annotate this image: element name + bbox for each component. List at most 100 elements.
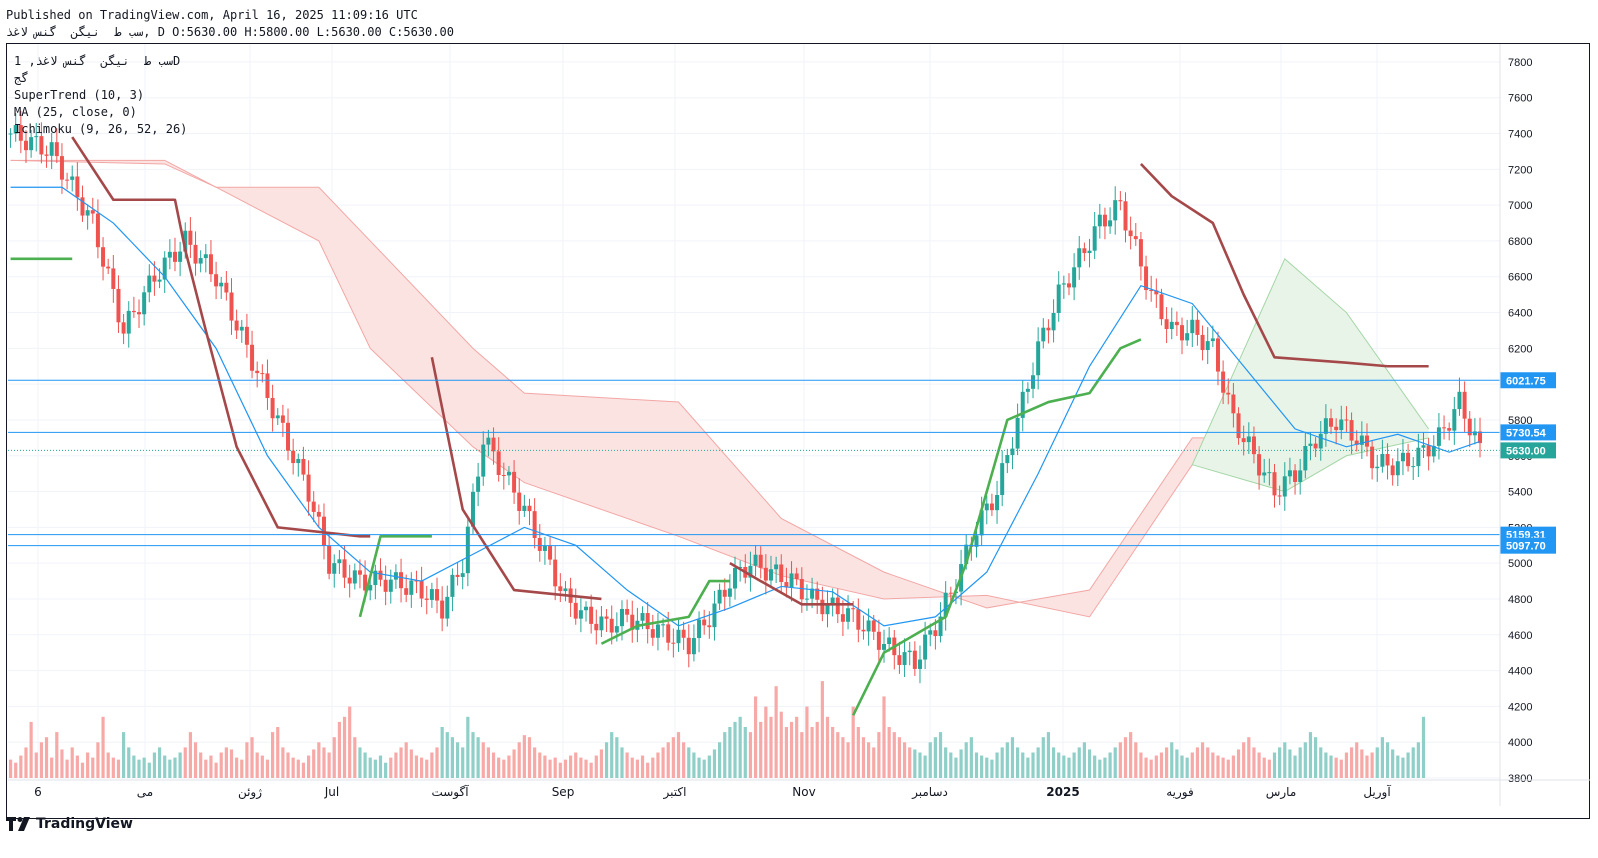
volume-bar bbox=[55, 732, 59, 778]
volume-bar bbox=[178, 752, 182, 778]
candle-body bbox=[18, 125, 23, 141]
candle-body bbox=[1334, 426, 1339, 431]
volume-bar bbox=[1278, 747, 1282, 778]
chart-area[interactable] bbox=[6, 43, 1590, 819]
legend-ichimoku[interactable]: Ichimoku (9, 26, 52, 26) bbox=[14, 122, 188, 136]
legend-ma[interactable]: MA (25, close, 0) bbox=[14, 105, 137, 119]
candle-body bbox=[250, 344, 255, 371]
volume-bar bbox=[928, 742, 932, 778]
candle-body bbox=[815, 588, 820, 600]
y-tick-label: 4400 bbox=[1508, 666, 1532, 678]
candle-body bbox=[470, 491, 475, 527]
candle-body bbox=[542, 546, 547, 551]
candle-body bbox=[116, 288, 121, 323]
volume-bar bbox=[671, 737, 675, 778]
candle-body bbox=[666, 624, 671, 643]
candle-body bbox=[491, 437, 496, 452]
candle-body bbox=[1262, 472, 1267, 476]
volume-bar bbox=[1077, 747, 1081, 778]
legend-symbol: سب ط نیگن گنس لاغذ, 1D bbox=[14, 54, 181, 68]
volume-bar bbox=[106, 752, 110, 778]
candle-body bbox=[501, 474, 506, 476]
volume-bar bbox=[363, 752, 367, 778]
volume-bar bbox=[1103, 757, 1107, 778]
volume-bar bbox=[373, 759, 377, 778]
candle-body bbox=[768, 569, 773, 581]
volume-bar bbox=[65, 759, 69, 778]
y-tick-label: 7200 bbox=[1508, 164, 1532, 176]
volume-bar bbox=[1226, 759, 1230, 778]
candle-body bbox=[820, 599, 825, 615]
candle-body bbox=[1215, 338, 1220, 372]
candle-body bbox=[368, 585, 373, 591]
candle-body bbox=[373, 570, 378, 586]
candle-body bbox=[142, 292, 147, 315]
candle-body bbox=[1226, 392, 1231, 395]
candle-body bbox=[938, 616, 943, 637]
supertrend-line bbox=[71, 136, 371, 538]
candle-body bbox=[887, 637, 892, 645]
tradingview-logo[interactable]: TradingView bbox=[6, 816, 133, 832]
volume-bar bbox=[29, 721, 33, 778]
candle-body bbox=[1436, 427, 1441, 446]
volume-bar bbox=[1416, 742, 1420, 778]
volume-bar bbox=[527, 737, 532, 778]
candle-body bbox=[1442, 427, 1447, 429]
volume-bar bbox=[918, 752, 922, 778]
volume-bar bbox=[209, 755, 213, 778]
volume-bar bbox=[60, 749, 64, 778]
candle-body bbox=[506, 471, 511, 476]
candle-body bbox=[779, 564, 784, 583]
y-tick-label: 6200 bbox=[1508, 343, 1532, 355]
candle-body bbox=[357, 570, 362, 575]
candle-body bbox=[1066, 283, 1071, 288]
volume-bar bbox=[1057, 752, 1061, 778]
candle-body bbox=[594, 623, 599, 631]
price-label-bg bbox=[1500, 537, 1556, 554]
candle-body bbox=[388, 579, 393, 592]
volume-bar bbox=[933, 737, 937, 778]
candle-body bbox=[1231, 394, 1236, 414]
volume-bar bbox=[34, 752, 38, 778]
volume-bar bbox=[471, 732, 475, 778]
candle-body bbox=[1349, 420, 1354, 441]
volume-bar bbox=[538, 752, 542, 778]
volume-bar bbox=[286, 752, 290, 778]
volume-bar bbox=[75, 755, 79, 778]
candle-body bbox=[1251, 436, 1256, 455]
candle-body bbox=[1452, 409, 1457, 431]
volume-bar bbox=[1046, 732, 1051, 778]
candle-body bbox=[1036, 341, 1041, 376]
candle-body bbox=[95, 213, 100, 248]
volume-bar bbox=[1175, 749, 1179, 778]
volume-bar bbox=[116, 759, 121, 778]
candle-body bbox=[1041, 327, 1046, 342]
volume-bar bbox=[815, 721, 819, 778]
candle-body bbox=[979, 510, 984, 536]
candle-body bbox=[1097, 214, 1102, 227]
candle-body bbox=[748, 565, 753, 578]
candle-body bbox=[70, 176, 75, 180]
volume-bar bbox=[897, 737, 902, 778]
y-tick-label: 4600 bbox=[1508, 630, 1532, 642]
legend-supertrend[interactable]: SuperTrend (10, 3) bbox=[14, 88, 145, 102]
volume-bar bbox=[1267, 759, 1271, 778]
candle-body bbox=[691, 638, 696, 655]
candle-body bbox=[80, 197, 85, 216]
volume-bar bbox=[1334, 757, 1338, 778]
candle-body bbox=[584, 606, 589, 611]
volume-bar bbox=[1190, 752, 1194, 778]
candle-body bbox=[101, 247, 106, 267]
volume-bar bbox=[147, 762, 151, 778]
volume-bar bbox=[887, 727, 891, 778]
volume-bar bbox=[892, 732, 896, 778]
volume-bar bbox=[1113, 747, 1117, 778]
candle-body bbox=[702, 619, 707, 626]
volume-bar bbox=[168, 759, 172, 778]
volume-bar bbox=[101, 716, 105, 778]
volume-bar bbox=[214, 762, 218, 778]
volume-bar bbox=[188, 732, 192, 778]
candle-body bbox=[476, 476, 481, 492]
candle-body bbox=[1272, 472, 1277, 496]
